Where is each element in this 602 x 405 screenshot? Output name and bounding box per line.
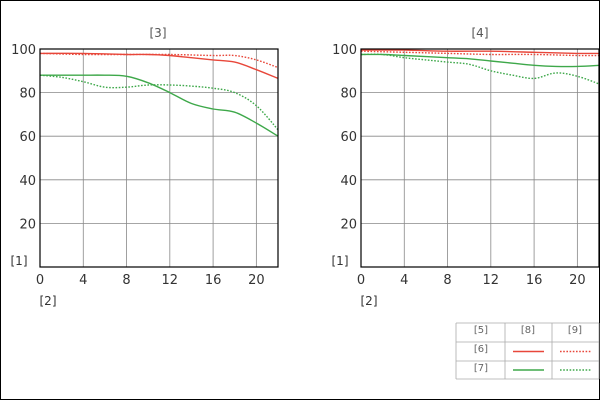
chart-left-y-axis-label: [1] [11, 254, 28, 268]
chart-right-tick-labels: 0 4 8 12 16 20 20 40 60 80 100 [332, 43, 585, 288]
y-tick-label: 40 [340, 174, 357, 189]
y-tick-label: 60 [340, 130, 357, 145]
x-tick-label: 8 [122, 273, 130, 288]
chart-left-title: [3] [150, 26, 167, 40]
legend-row-red-label: [6] [474, 344, 488, 355]
legend-header-solid: [8] [521, 325, 535, 336]
y-tick-label: 60 [19, 130, 36, 145]
chart-right: [4] 0 4 8 12 16 20 20 40 60 80 100 [1] [2] [332, 26, 600, 308]
legend-header-type: [5] [474, 325, 488, 336]
y-tick-label: 100 [332, 43, 357, 58]
x-tick-label: 20 [248, 273, 265, 288]
x-tick-label: 0 [36, 273, 44, 288]
x-tick-label: 4 [400, 273, 408, 288]
y-tick-label: 100 [11, 43, 36, 58]
chart-right-grid [361, 49, 599, 267]
chart-left-series-line-red-solid [39, 52, 279, 80]
legend-header-dotted: [9] [568, 325, 582, 336]
x-tick-label: 16 [526, 273, 543, 288]
x-tick-label: 12 [162, 273, 179, 288]
y-tick-label: 20 [19, 217, 36, 232]
chart-left-grid [40, 49, 278, 267]
x-tick-label: 12 [483, 273, 500, 288]
x-tick-label: 20 [569, 273, 586, 288]
y-tick-label: 80 [19, 87, 36, 102]
chart-right-series-group [360, 49, 600, 85]
legend-table: [5] [8] [9] [6] [7] [455, 322, 600, 380]
chart-left-plot-area [39, 48, 279, 268]
x-tick-label: 0 [357, 273, 365, 288]
chart-left-x-axis-label: [2] [40, 294, 57, 308]
chart-left-series-group [39, 52, 279, 137]
y-tick-label: 20 [340, 217, 357, 232]
y-tick-label: 40 [19, 174, 36, 189]
chart-right-y-axis-label: [1] [332, 254, 349, 268]
chart-left: [3] 0 4 8 12 16 20 20 40 60 80 100 [1] [2] [11, 26, 279, 308]
chart-left-series-line-green-solid [40, 74, 279, 137]
chart-left-series-line-red-dotted [39, 52, 279, 69]
chart-right-series-line-red-solid [360, 49, 600, 55]
chart-right-series-line-green-dotted [360, 53, 600, 85]
chart-right-series-line-green-solid [360, 53, 600, 68]
chart-left-tick-labels: 0 4 8 12 16 20 20 40 60 80 100 [11, 43, 264, 288]
legend-row-green-label: [7] [474, 363, 488, 374]
x-tick-label: 8 [443, 273, 451, 288]
chart-right-title: [4] [472, 26, 489, 40]
chart-right-plot-area [360, 48, 600, 268]
x-tick-label: 4 [79, 273, 87, 288]
x-tick-label: 16 [205, 273, 222, 288]
y-tick-label: 80 [340, 87, 357, 102]
chart-right-x-axis-label: [2] [361, 294, 378, 308]
chart-left-series-line-green-dotted [39, 74, 279, 131]
